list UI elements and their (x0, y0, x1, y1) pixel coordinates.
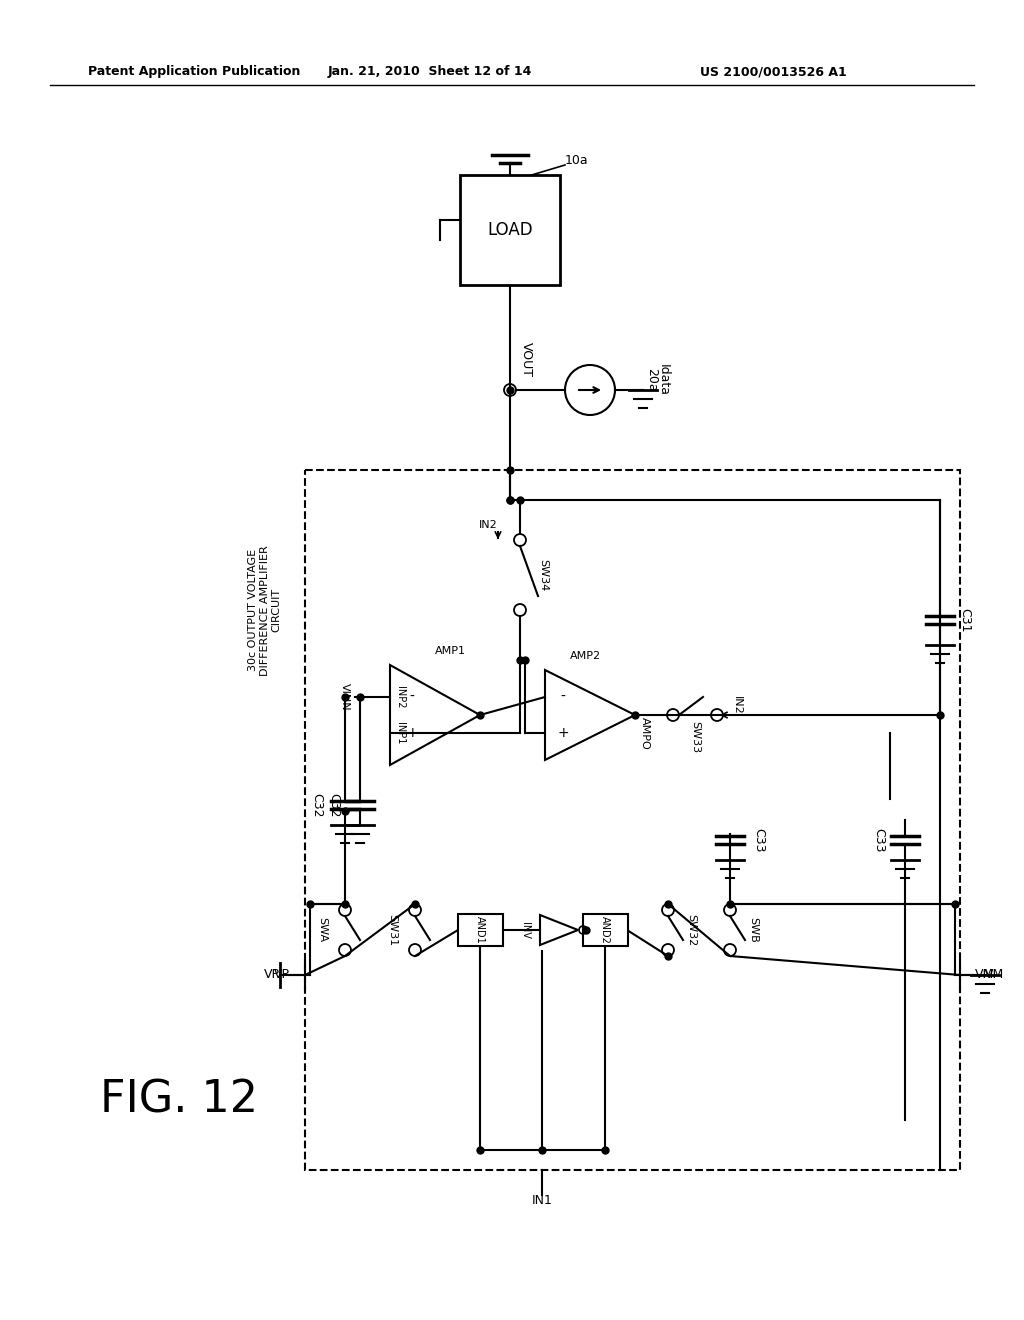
Text: LOAD: LOAD (487, 220, 532, 239)
Text: VP: VP (264, 969, 280, 982)
Bar (460, 176, 560, 285)
Text: INP1: INP1 (395, 722, 406, 744)
Text: -: - (560, 690, 565, 704)
Text: IN2: IN2 (479, 520, 498, 531)
Text: +: + (407, 726, 418, 741)
Text: SW33: SW33 (690, 721, 700, 754)
Text: 30c OUTPUT VOLTAGE
DIFFERENCE AMPLIFIER
CIRCUIT: 30c OUTPUT VOLTAGE DIFFERENCE AMPLIFIER … (249, 545, 282, 676)
Bar (305, 470, 961, 1170)
Text: SW34: SW34 (538, 558, 548, 591)
Text: SWB: SWB (748, 917, 758, 942)
Text: -: - (410, 690, 415, 704)
Bar (458, 913, 503, 946)
Text: AMP2: AMP2 (569, 651, 600, 661)
Text: IN1: IN1 (531, 1193, 552, 1206)
Text: Patent Application Publication: Patent Application Publication (88, 66, 300, 78)
Text: 10a: 10a (565, 153, 589, 166)
Text: +: + (557, 726, 568, 741)
Text: Idata: Idata (657, 364, 670, 396)
Bar (583, 913, 628, 946)
Text: VM: VM (975, 969, 994, 982)
Text: C32: C32 (327, 793, 340, 817)
Text: C33: C33 (872, 828, 885, 853)
Text: VM: VM (985, 969, 1005, 982)
Text: AND2: AND2 (600, 916, 610, 944)
Text: C32: C32 (310, 793, 323, 817)
Text: AMPO: AMPO (640, 717, 650, 750)
Text: C33: C33 (752, 828, 765, 853)
Text: SW31: SW31 (387, 913, 397, 946)
Text: AMP1: AMP1 (434, 645, 466, 656)
Text: C31: C31 (958, 607, 971, 632)
Text: VOUT: VOUT (520, 342, 534, 378)
Text: INP2: INP2 (395, 686, 406, 709)
Text: IN2: IN2 (732, 696, 742, 714)
Text: AND1: AND1 (475, 916, 485, 944)
Text: 20a: 20a (645, 368, 658, 392)
Text: INV: INV (520, 921, 530, 939)
Text: FIG. 12: FIG. 12 (100, 1078, 258, 1122)
Text: US 2100/0013526 A1: US 2100/0013526 A1 (700, 66, 847, 78)
Text: VP: VP (274, 969, 290, 982)
Text: SWA: SWA (317, 917, 327, 942)
Text: Jan. 21, 2010  Sheet 12 of 14: Jan. 21, 2010 Sheet 12 of 14 (328, 66, 532, 78)
Text: VINN: VINN (340, 684, 350, 710)
Text: SW32: SW32 (686, 913, 696, 946)
